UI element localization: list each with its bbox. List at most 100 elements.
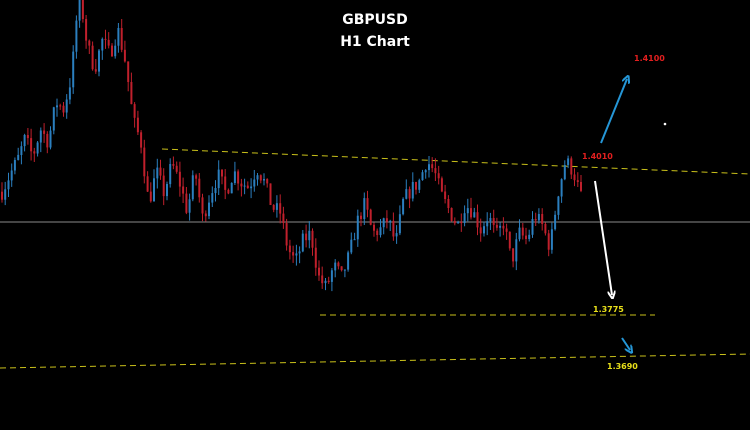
candle-body — [195, 175, 198, 179]
candle-body — [269, 183, 272, 205]
candle-body — [340, 266, 343, 271]
candle-body — [373, 224, 375, 231]
candle-body — [85, 19, 88, 41]
candle-body — [411, 182, 414, 199]
candle-body — [149, 191, 152, 202]
candle-body — [20, 146, 23, 155]
candle-body — [111, 45, 113, 57]
candle-body — [570, 158, 573, 175]
candle-body — [33, 151, 36, 154]
candle-body — [246, 185, 249, 189]
candle-body — [191, 175, 194, 200]
candle-body — [98, 50, 100, 72]
candle-body — [398, 214, 401, 234]
candle-body — [250, 186, 253, 189]
candle-body — [156, 167, 159, 179]
candle-body — [81, 0, 84, 20]
candle-body — [327, 280, 330, 282]
candle-body — [214, 188, 217, 194]
candle-body — [554, 214, 557, 230]
candle-body — [499, 225, 502, 228]
arrow-down — [594, 180, 612, 295]
candle-body — [544, 224, 547, 234]
candle-body — [237, 171, 240, 184]
candle-body — [263, 179, 265, 181]
candle-body — [418, 180, 421, 190]
candle-body — [17, 154, 20, 160]
candle-body — [479, 227, 482, 234]
candle-body — [298, 251, 301, 254]
candle-body — [518, 227, 521, 240]
candle-body — [305, 233, 308, 241]
candle-body — [275, 203, 278, 210]
arrow-small-down — [621, 337, 630, 350]
candle-body — [127, 61, 130, 82]
chart-title: GBPUSD — [342, 12, 408, 28]
candle-body — [395, 233, 398, 237]
candle-body — [547, 233, 550, 250]
candle-body — [4, 189, 7, 200]
candle-body — [46, 133, 49, 148]
level-label-1-4010: 1.4010 — [582, 152, 613, 161]
candle-body — [492, 218, 495, 225]
candle-body — [376, 230, 379, 235]
candle-body — [133, 104, 136, 118]
candle-body — [26, 135, 29, 139]
candle-body — [230, 183, 233, 194]
candle-body — [162, 175, 165, 197]
candle-body — [285, 223, 288, 246]
candle-body — [140, 132, 143, 148]
candle-body — [402, 198, 405, 215]
candle-body — [537, 214, 540, 221]
candle-body — [30, 138, 33, 152]
candle-body — [550, 229, 553, 250]
candle-body — [502, 225, 505, 229]
candle-body — [366, 198, 369, 210]
candle-body — [75, 20, 78, 52]
candle-body — [159, 167, 162, 176]
candle-body — [123, 49, 126, 62]
candle-body — [120, 28, 123, 50]
candle-body — [36, 142, 39, 154]
candle-body — [204, 213, 207, 217]
candle-body — [39, 130, 42, 143]
candle-body — [178, 171, 181, 187]
candle-body — [256, 175, 259, 180]
candle-body — [560, 179, 563, 197]
candle-body — [153, 178, 155, 202]
candle-body — [114, 45, 117, 57]
candle-body — [88, 40, 91, 46]
lower-support-line — [0, 353, 750, 369]
candle-body — [531, 219, 534, 235]
candle-body — [201, 197, 204, 214]
candle-body — [243, 185, 246, 187]
candle-body — [185, 193, 188, 213]
candle-body — [68, 87, 71, 100]
candle-body — [557, 196, 560, 215]
candle-body — [318, 267, 320, 276]
candle-body — [259, 175, 262, 181]
candle-body — [512, 248, 515, 262]
candle-body — [508, 231, 511, 249]
candle-body — [217, 169, 220, 189]
candle-body — [101, 38, 104, 51]
candle-body — [434, 168, 437, 174]
candle-body — [198, 178, 201, 198]
candle-body — [175, 165, 178, 172]
candle-body — [211, 193, 214, 203]
candle-body — [117, 28, 120, 46]
candle-body — [457, 222, 460, 224]
candle-body — [415, 182, 417, 190]
candle-body — [408, 189, 411, 199]
candle-body — [567, 158, 570, 165]
candle-body — [272, 205, 275, 210]
candle-body — [405, 189, 408, 199]
candle-body — [23, 135, 26, 147]
candle-body — [13, 160, 16, 171]
level-label-1-3775: 1.3775 — [593, 305, 624, 314]
candle-body — [447, 199, 450, 208]
candle-body — [94, 69, 97, 72]
level-label-1-3690: 1.3690 — [607, 362, 638, 371]
candle-body — [389, 220, 392, 222]
